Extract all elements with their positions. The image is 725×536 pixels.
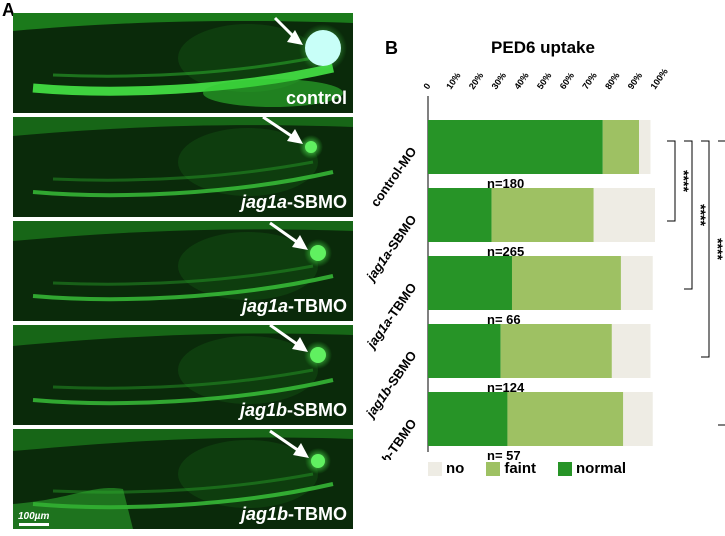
bar-no-1: [639, 120, 651, 174]
x-tick-label: 30%: [490, 71, 509, 91]
x-tick-label: 20%: [467, 71, 486, 91]
micrograph-label-text: -SBMO: [287, 400, 347, 420]
scale-bar: [19, 523, 49, 526]
n-label: n= 57: [487, 448, 521, 460]
micrograph-image: [13, 325, 353, 425]
micrograph-label: jag1b-SBMO: [240, 400, 347, 421]
category-label: jag1b-SBMO: [362, 348, 420, 422]
legend-label: normal: [576, 460, 627, 477]
x-tick-label: 10%: [444, 71, 463, 91]
x-tick-label: 60%: [558, 71, 577, 91]
n-label: n=265: [487, 244, 524, 259]
micrograph-5: jag1b-TBMO 100µm: [13, 429, 353, 529]
category-label: jag1a-SBMO: [362, 212, 419, 285]
micrograph-label: control: [286, 88, 347, 109]
ped6-uptake-chart: PED6 uptake 0 10% 20% 30% 40% 50% 60% 70% 80% 90% 1…: [362, 38, 725, 460]
significance-bracket: [684, 140, 693, 290]
category-label-text: -TBMO: [383, 280, 420, 324]
chart-legend: no faint normal: [428, 460, 648, 477]
arrow-icon: [269, 325, 308, 352]
chart-title: PED6 uptake: [491, 38, 595, 57]
bar-faint-3: [511, 256, 621, 310]
bar-faint-4: [500, 324, 612, 378]
arrow-icon: [269, 429, 309, 458]
x-tick-label: 80%: [603, 71, 622, 91]
micrograph-label-gene: jag1b: [241, 504, 289, 524]
significance-label: ****: [676, 170, 692, 192]
x-tick-label: 0: [421, 81, 432, 91]
bar-faint-1: [602, 120, 640, 174]
significance-label: ****: [693, 204, 709, 226]
bar-no-5: [623, 392, 653, 446]
micrograph-label: jag1a-TBMO: [242, 296, 347, 317]
micrograph-1: control: [13, 13, 353, 113]
micrograph-label: jag1b-TBMO: [241, 504, 347, 525]
bar-normal-4: [428, 324, 501, 378]
micrograph-label-gene: jag1a: [241, 296, 289, 316]
micrograph-label-text: -TBMO: [288, 296, 347, 316]
x-tick-label: 40%: [512, 71, 531, 91]
legend-label: faint: [504, 460, 536, 477]
micrograph-image: [13, 429, 353, 529]
arrow-icon: [262, 117, 303, 144]
bar-normal-3: [428, 256, 512, 310]
category-label: jag1b-TBMO: [362, 416, 419, 460]
category-label-text: -TBMO: [383, 416, 420, 460]
arrow-icon: [269, 221, 308, 250]
significance-bracket: [667, 140, 676, 222]
micrograph-4: jag1b-SBMO: [13, 325, 353, 425]
micrograph-label-gene: jag1a: [240, 192, 287, 212]
bar-normal-5: [428, 392, 508, 446]
bar-no-3: [620, 256, 653, 310]
micrograph-image: [13, 13, 353, 113]
significance-bracket: [701, 140, 710, 358]
arrow-icon: [273, 16, 303, 45]
panel-b-letter: B: [385, 38, 398, 58]
bar-no-4: [611, 324, 651, 378]
legend-item-normal: normal: [558, 460, 626, 477]
legend-item-faint: faint: [486, 460, 536, 477]
micrograph-2: jag1a-SBMO: [13, 117, 353, 217]
scale-bar-label: 100µm: [18, 511, 50, 522]
legend-swatch: [428, 461, 442, 476]
x-tick-label: 70%: [580, 71, 599, 91]
n-label: n= 66: [487, 312, 521, 327]
micrograph-image: [13, 117, 353, 217]
micrograph-label-text: control: [286, 88, 347, 108]
bar-no-2: [593, 188, 655, 242]
micrograph-label: jag1a-SBMO: [241, 192, 347, 213]
bar-normal-2: [428, 188, 492, 242]
x-tick-label: 50%: [535, 71, 554, 91]
legend-swatch: [558, 461, 572, 476]
n-label: n=124: [487, 380, 525, 395]
category-label-text: control-MO: [367, 144, 419, 209]
category-label-gene: jag1b: [362, 451, 395, 460]
legend-item-no: no: [428, 460, 464, 477]
x-tick-label: 100%: [648, 67, 669, 92]
bar-faint-2: [491, 188, 594, 242]
category-label-text: -SBMO: [382, 212, 419, 256]
category-label: jag1a-TBMO: [363, 280, 420, 352]
bar-faint-5: [507, 392, 624, 446]
panel-a-letter: A: [2, 0, 15, 20]
micrograph-3: jag1a-TBMO: [13, 221, 353, 321]
category-label: control-MO: [367, 144, 419, 209]
micrograph-image: [13, 221, 353, 321]
n-label: n=180: [487, 176, 524, 191]
x-tick-label: 90%: [626, 71, 645, 91]
significance-label: ****: [710, 238, 725, 260]
microscopy-panel: control jag1a-SBMO jag1a-TBMO jag1b-SBMO jag…: [13, 13, 353, 533]
micrograph-label-text: -SBMO: [287, 192, 347, 212]
category-label-text: -SBMO: [382, 348, 419, 392]
significance-bracket: [718, 140, 725, 426]
legend-label: no: [446, 460, 465, 477]
micrograph-label-text: -TBMO: [288, 504, 347, 524]
legend-swatch: [486, 461, 501, 476]
micrograph-label-gene: jag1b: [239, 400, 287, 420]
bar-normal-1: [428, 120, 603, 174]
